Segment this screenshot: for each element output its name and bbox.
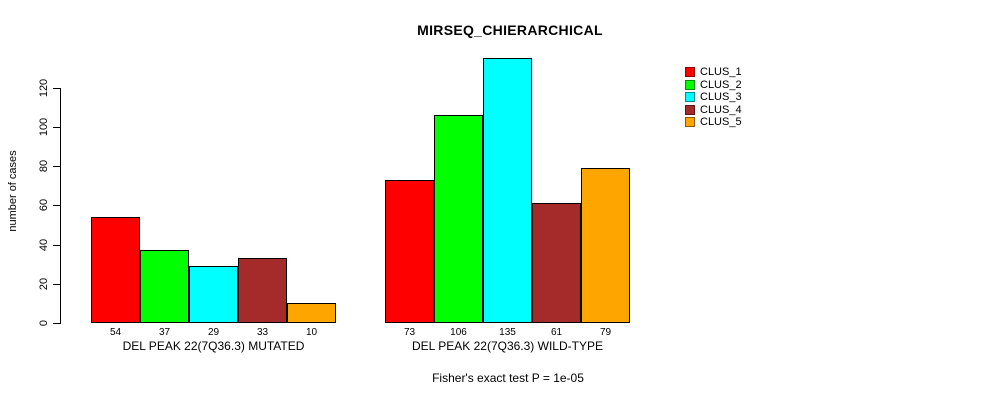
- y-tick: [53, 205, 60, 207]
- legend-swatch: [685, 67, 695, 77]
- y-tick: [53, 87, 60, 89]
- legend-swatch: [685, 117, 695, 127]
- footnote-text: Fisher's exact test P = 1e-05: [432, 371, 584, 385]
- bar: [140, 250, 189, 323]
- bar: [385, 179, 434, 323]
- bar-value-label: 10: [305, 327, 318, 338]
- bar-value-label: 135: [499, 327, 516, 338]
- legend-swatch: [685, 92, 695, 102]
- bar: [483, 58, 532, 323]
- legend-label: CLUS_1: [700, 66, 742, 78]
- y-axis-line: [60, 87, 61, 324]
- bar: [91, 217, 140, 323]
- legend-swatch: [685, 104, 695, 115]
- bar-value-label: 37: [158, 327, 171, 338]
- bar: [434, 115, 483, 323]
- chart-title: MIRSEQ_CHIERARCHICAL: [417, 22, 603, 38]
- bar-value-label: 33: [256, 327, 269, 338]
- bar-value-label: 73: [403, 327, 416, 338]
- bar: [238, 258, 287, 323]
- legend-swatch: [685, 79, 695, 90]
- y-tick: [53, 166, 60, 168]
- x-group-label: DEL PEAK 22(7Q36.3) MUTATED: [122, 339, 305, 353]
- bar-value-label: 79: [599, 327, 612, 338]
- y-tick: [53, 283, 60, 285]
- legend-label: CLUS_2: [700, 78, 742, 91]
- bar: [532, 203, 581, 323]
- bar-value-label: 61: [550, 327, 563, 338]
- bar-value-label: 54: [109, 327, 122, 338]
- bar: [581, 168, 630, 323]
- bar-value-label: 29: [207, 327, 220, 338]
- bar: [189, 266, 238, 323]
- legend-label: CLUS_5: [700, 116, 742, 128]
- legend-label: CLUS_3: [700, 91, 742, 103]
- y-tick: [53, 127, 60, 128]
- bar-value-label: 106: [450, 327, 467, 338]
- x-group-label: DEL PEAK 22(7Q36.3) WILD-TYPE: [412, 339, 603, 353]
- y-tick: [53, 323, 60, 324]
- legend-label: CLUS_4: [700, 103, 742, 116]
- bar: [287, 303, 336, 323]
- y-tick: [53, 244, 60, 246]
